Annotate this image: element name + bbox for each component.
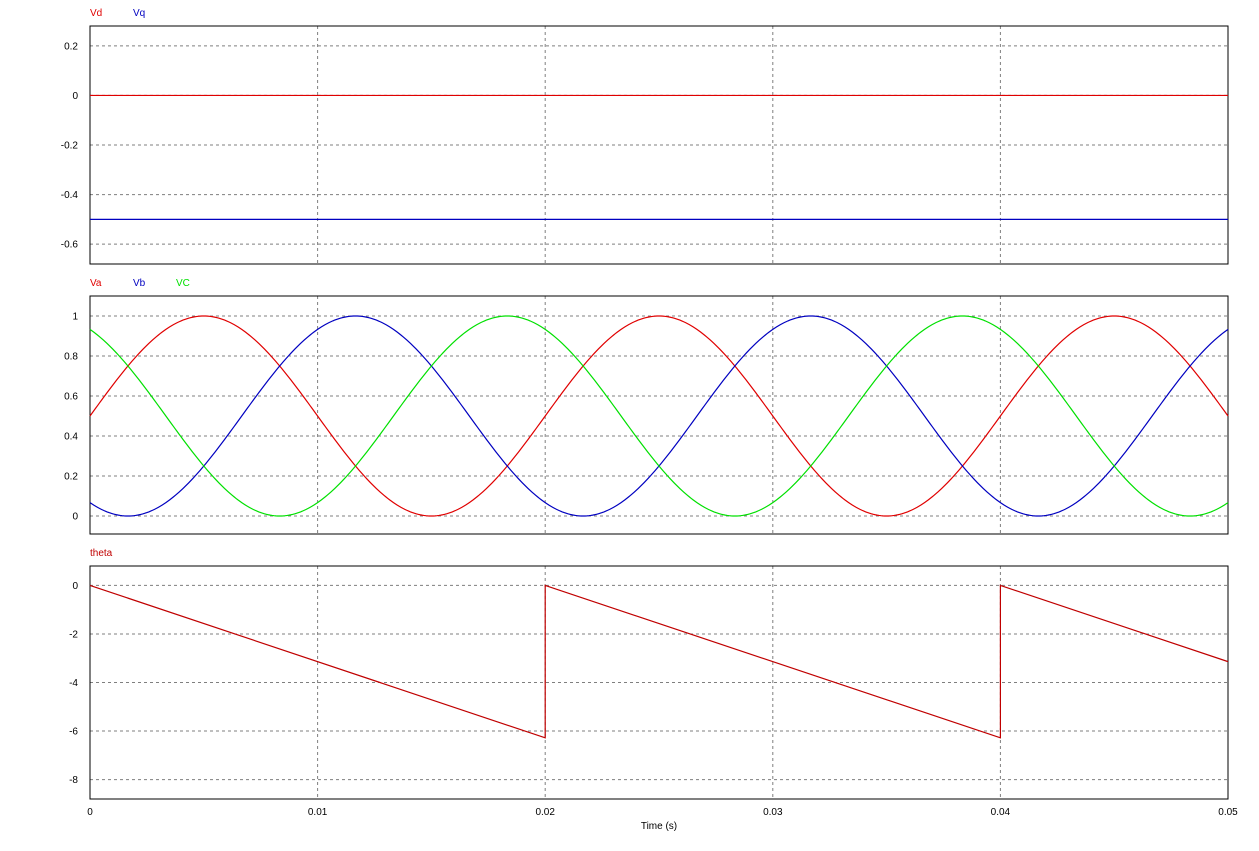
- y-tick-label: 0: [72, 581, 78, 592]
- y-tick-label: 0: [72, 91, 78, 102]
- series-line-theta: [89, 584, 1229, 739]
- x-tick-label: 0.03: [763, 807, 783, 818]
- y-tick-label: 0.8: [64, 352, 78, 363]
- y-tick-label: -0.6: [61, 240, 79, 251]
- series-line-va: [89, 315, 1229, 517]
- legend-entry-vd: Vd: [90, 8, 102, 19]
- y-tick-label: 0.2: [64, 472, 78, 483]
- y-tick-label: -6: [69, 727, 78, 738]
- x-tick-label: 0.02: [535, 807, 555, 818]
- x-axis-label: Time (s): [641, 821, 677, 832]
- y-tick-label: 0: [72, 512, 78, 523]
- y-tick-label: 0.4: [64, 432, 78, 443]
- legend-entry-theta: theta: [90, 548, 113, 559]
- plot-frame: [89, 565, 1229, 800]
- y-tick-label: 0.2: [64, 41, 78, 52]
- y-tick-label: -0.2: [61, 141, 79, 152]
- chart-panel-1: 0.2 0 -0.2 -0.4 -0.6 Vd Vq: [61, 8, 1229, 265]
- y-tick-label: -2: [69, 629, 78, 640]
- x-tick-label: 0.05: [1218, 807, 1238, 818]
- x-tick-label: 0.04: [991, 807, 1011, 818]
- series-line-vc: [89, 315, 1229, 517]
- chart-panels: 0.2 0 -0.2 -0.4 -0.6 Vd Vq 1 0.8 0.6 0.4 0.2 0 Va Vb VC…: [61, 8, 1238, 818]
- chart-panel-2: 1 0.8 0.6 0.4 0.2 0 Va Vb VC: [64, 278, 1229, 535]
- y-tick-label: 0.6: [64, 392, 78, 403]
- legend-entry-vq: Vq: [133, 8, 145, 19]
- chart-panel-3: 0 -2 -4 -6 -8 theta: [69, 548, 1229, 800]
- y-tick-label: -4: [69, 678, 78, 689]
- legend-entry-vc: VC: [176, 278, 190, 289]
- plot-frame: [89, 295, 1229, 535]
- y-tick-label: -0.4: [61, 190, 79, 201]
- plot-frame: [89, 25, 1229, 265]
- x-tick-label: 0: [87, 807, 93, 818]
- y-tick-label: 1: [72, 312, 78, 323]
- x-tick-label: 0.01: [308, 807, 328, 818]
- y-tick-label: -8: [69, 775, 78, 786]
- legend-entry-va: Va: [90, 278, 102, 289]
- legend-entry-vb: Vb: [133, 278, 146, 289]
